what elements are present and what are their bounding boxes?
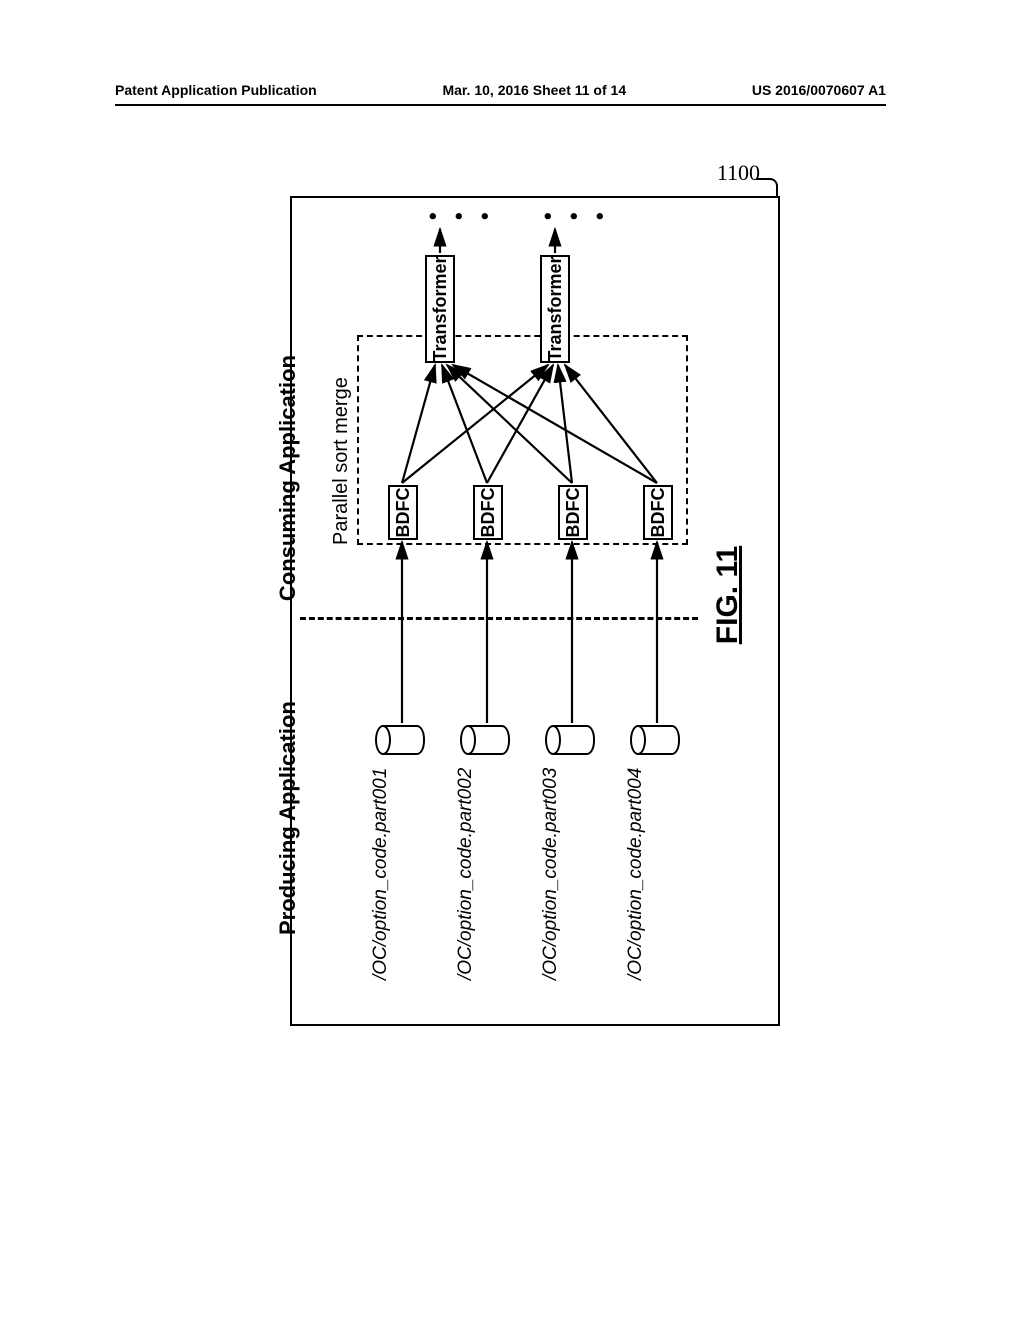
diagram: Producing Application Consuming Applicat… [275,205,700,975]
bdfc-box: BDFC [643,485,673,540]
cylinder-icon [545,725,601,755]
consuming-heading: Consuming Application [275,355,301,601]
cylinder-icon [460,725,516,755]
producing-heading: Producing Application [275,701,301,935]
header-right: US 2016/0070607 A1 [752,82,886,98]
ellipsis-icon: • • • [420,205,498,220]
cylinder-icon [630,725,686,755]
bdfc-box: BDFC [388,485,418,540]
file-label-2: /OC/option_code.part003 [540,768,562,980]
header-rule [115,104,886,106]
rotated-content: FIG. 11 Producing Application Consuming … [145,160,785,1030]
transformer-box: Transformer [425,255,455,363]
transformer-box: Transformer [540,255,570,363]
file-label-3: /OC/option_code.part004 [625,768,647,980]
bdfc-box: BDFC [473,485,503,540]
ellipsis-icon: • • • [535,205,613,220]
cylinder-icon [375,725,431,755]
bdfc-box: BDFC [558,485,588,540]
figure-container: 1100 FIG. 11 Producing Application Consu… [145,160,785,1030]
figure-label: FIG. 11 [711,546,745,644]
page-header: Patent Application Publication Mar. 10, … [115,82,886,98]
file-label-0: /OC/option_code.part001 [370,768,392,980]
header-left: Patent Application Publication [115,82,317,98]
sort-merge-label: Parallel sort merge [330,377,353,545]
header-center: Mar. 10, 2016 Sheet 11 of 14 [442,82,626,98]
app-divider [300,617,698,620]
file-label-1: /OC/option_code.part002 [455,768,477,980]
